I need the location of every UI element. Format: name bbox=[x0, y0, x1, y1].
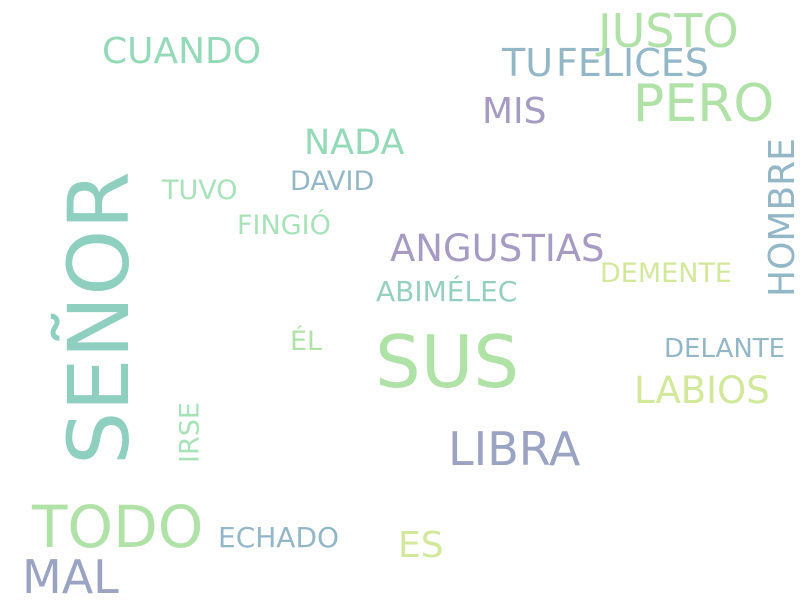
word-todo: TODO bbox=[32, 493, 204, 561]
word-felices: FELICES bbox=[556, 41, 709, 85]
word-es: ES bbox=[398, 525, 444, 566]
word-fingio: FINGIÓ bbox=[237, 210, 331, 241]
word-david: DAVID bbox=[290, 166, 375, 197]
word-abimelec: ABIMÉLEC bbox=[376, 275, 518, 308]
word-mis: MIS bbox=[482, 91, 547, 132]
word-delante: DELANTE bbox=[664, 334, 786, 364]
word-angustias: ANGUSTIAS bbox=[390, 227, 605, 270]
word-justo: JUSTO bbox=[598, 4, 739, 58]
word-pero: PERO bbox=[633, 74, 775, 134]
word-tuvo: TUVO bbox=[162, 175, 238, 206]
word-echado: ECHADO bbox=[218, 521, 340, 554]
word-el: ÉL bbox=[290, 326, 323, 357]
word-hombre: HOMBRE bbox=[762, 138, 800, 297]
word-libra: LIBRA bbox=[448, 422, 581, 476]
word-senor: SEÑOR bbox=[50, 171, 148, 465]
word-irse: IRSE bbox=[174, 402, 206, 463]
word-nada: NADA bbox=[304, 123, 405, 163]
word-tu: TU bbox=[502, 41, 554, 85]
word-labios: LABIOS bbox=[634, 369, 770, 412]
word-sus: SUS bbox=[375, 320, 520, 404]
word-cuando: CUANDO bbox=[102, 31, 262, 72]
word-mal: MAL bbox=[22, 550, 119, 604]
word-demente: DEMENTE bbox=[600, 258, 732, 289]
